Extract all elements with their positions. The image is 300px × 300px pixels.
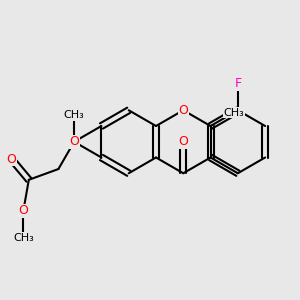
Text: CH₃: CH₃ (13, 232, 34, 243)
Text: O: O (178, 135, 188, 148)
Text: O: O (178, 104, 188, 117)
Text: O: O (7, 153, 16, 166)
Text: O: O (69, 135, 79, 148)
Text: F: F (234, 77, 242, 90)
Text: CH₃: CH₃ (224, 108, 244, 118)
Text: O: O (18, 204, 28, 217)
Text: CH₃: CH₃ (64, 110, 85, 120)
